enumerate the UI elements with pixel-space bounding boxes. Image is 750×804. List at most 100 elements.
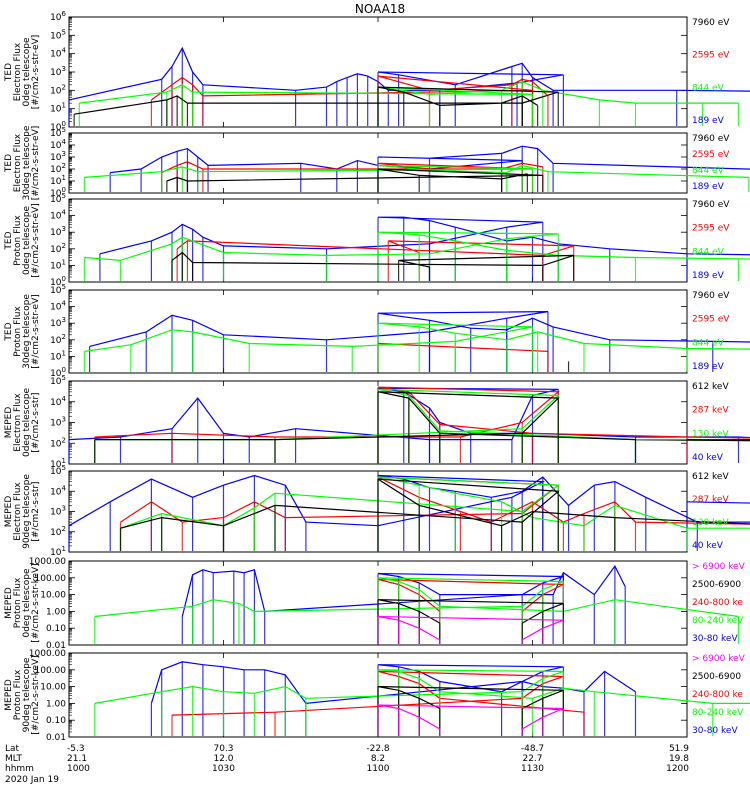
x-tick-mlt: 21.1: [67, 754, 87, 764]
series-red: [378, 343, 548, 372]
y-tick-label: 1.00: [46, 607, 66, 617]
legend-entry: > 6900 keV: [692, 562, 746, 572]
legend-entry: 7960 eV: [692, 18, 730, 28]
series-green: [95, 389, 750, 463]
y-axis-label-line: [#/cm2-s-str-eV]: [31, 294, 41, 369]
x-tick-lat: -5.3: [67, 744, 85, 754]
legend-entry: 30-80 keV: [692, 634, 738, 644]
y-tick-label: 10.00: [40, 683, 66, 693]
y-tick-label: 103: [50, 65, 66, 78]
legend-entry: 612 keV: [692, 472, 729, 482]
y-tick-label: 1.00: [46, 699, 66, 709]
legend-entry: 7960 eV: [692, 200, 730, 210]
x-axis-annotations: LatMLThhmm-5.321.1100070.312.01030-22.88…: [5, 744, 689, 785]
series-line: [378, 617, 563, 640]
x-tick-mlt: 8.2: [371, 754, 385, 764]
series-black: [172, 252, 574, 281]
x-tick-mlt: 22.7: [522, 754, 542, 764]
y-tick-label: 103: [50, 505, 66, 518]
legend-entry: 844 eV: [692, 247, 725, 257]
y-tick-label: 106: [50, 10, 66, 23]
y-tick-label: 102: [50, 525, 66, 538]
x-tick-lat: 70.3: [213, 744, 233, 754]
y-tick-label: 102: [50, 242, 66, 255]
legend-entry: 7960 eV: [692, 291, 730, 301]
y-axis-label-line: [#/cm2-s-str]: [31, 392, 41, 452]
series-line: [378, 344, 548, 352]
y-tick-label: 104: [50, 209, 66, 222]
y-axis-label-line: [#/cm2-s-str-eV]: [31, 126, 41, 201]
x-row-label: MLT: [5, 754, 23, 764]
date-label: 2020 Jan 19: [5, 775, 59, 785]
y-axis-label-line: [#/cm2-s-str-keV]: [31, 655, 41, 734]
legend-entry: 287 keV: [692, 406, 729, 416]
y-tick-label: 101: [50, 102, 66, 115]
series-blue: [69, 475, 750, 551]
chart-title: NOAA18: [355, 2, 405, 16]
y-axis-label-line: [#/cm2-s-str-keV]: [31, 563, 41, 642]
y-tick-label: 103: [50, 225, 66, 238]
y-tick-label: 105: [50, 28, 66, 41]
y-tick-label: 0.10: [46, 624, 66, 634]
legend-entry: 612 keV: [692, 382, 729, 392]
y-tick-label: 0.01: [46, 733, 66, 743]
series-green: [84, 232, 750, 281]
legend-entry: 130 keV: [692, 518, 729, 528]
y-tick-label: 101: [50, 349, 66, 362]
series-line: [85, 323, 750, 351]
series-red: [378, 579, 563, 644]
legend-entry: 2595 eV: [692, 315, 730, 325]
x-tick-lat: -22.8: [366, 744, 390, 754]
legend-entry: 240-800 ke: [692, 690, 743, 700]
x-tick-lat: 51.9: [669, 744, 689, 754]
legend-entry: 287 keV: [692, 495, 729, 505]
legend-entry: 189 eV: [692, 116, 725, 126]
y-tick-label: 104: [50, 300, 66, 313]
y-tick-label: 102: [50, 436, 66, 449]
series-black: [95, 392, 750, 463]
x-row-label: hhmm: [5, 764, 34, 774]
series-blue: [69, 48, 750, 126]
series-line: [378, 705, 563, 729]
series-blue: [100, 217, 750, 281]
legend-entry: 40 keV: [692, 453, 724, 463]
y-tick-label: 10.00: [40, 591, 66, 601]
series-line: [151, 76, 548, 100]
series-green: [84, 323, 750, 372]
series-line: [121, 479, 750, 528]
y-tick-label: 104: [50, 395, 66, 408]
series-green: [95, 670, 750, 736]
y-tick-label: 102: [50, 333, 66, 346]
series-line: [85, 232, 750, 260]
legend-entry: 2500-6900: [692, 580, 741, 590]
y-axis-label-line: [#/cm2-s-str]: [31, 481, 41, 541]
legend-entry: 189 eV: [692, 271, 725, 281]
legend-entry: 7960 eV: [692, 134, 730, 144]
y-tick-label: 101: [50, 258, 66, 271]
y-tick-label: 104: [50, 47, 66, 60]
series-red: [151, 76, 548, 126]
series-black: [378, 600, 563, 644]
series-magenta: [378, 616, 563, 644]
legend-entry: 80-240 keV: [692, 708, 744, 718]
series-green: [84, 165, 748, 192]
series-red: [95, 387, 750, 463]
legend-entry: 40 keV: [692, 541, 724, 551]
y-tick-label: 103: [50, 316, 66, 329]
legend-entry: 844 eV: [692, 338, 725, 348]
y-tick-label: 103: [50, 416, 66, 429]
legend-entry: 189 eV: [692, 182, 725, 192]
x-tick-mlt: 12.0: [213, 754, 233, 764]
legend-entry: 2595 eV: [692, 51, 730, 61]
x-tick-hhmm: 1000: [67, 764, 90, 774]
legend-entry: 844 eV: [692, 83, 725, 93]
x-tick-hhmm: 1030: [212, 764, 235, 774]
